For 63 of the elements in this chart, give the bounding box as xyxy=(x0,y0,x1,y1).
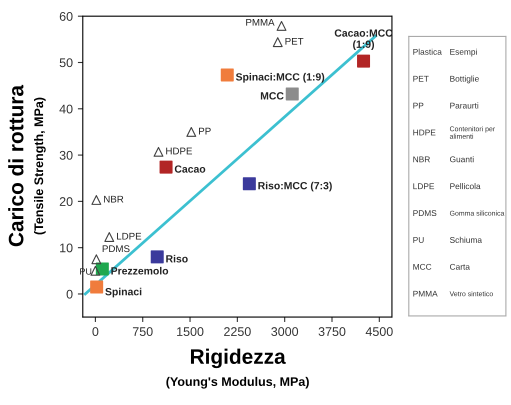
x-axis-title: Rigidezza (Young's Modulus, MPa) xyxy=(166,348,309,389)
annotation: MCC xyxy=(260,92,284,100)
point xyxy=(186,126,196,137)
text: LDPE xyxy=(413,183,434,190)
annotation: Riso:MCC (7:3) xyxy=(258,182,332,192)
point xyxy=(242,177,256,190)
annotation: PMMA xyxy=(246,18,275,26)
point xyxy=(160,160,173,174)
y-tick-label: 0 xyxy=(66,290,73,299)
y-tick-label: 40 xyxy=(59,104,73,114)
text: PET xyxy=(413,76,429,82)
text: Pellicola xyxy=(450,183,481,190)
annotation: Spinaci xyxy=(105,288,142,298)
annotation: PET xyxy=(285,38,304,45)
x-tick-label: 1500 xyxy=(177,327,204,336)
text: Carta xyxy=(450,264,470,270)
point xyxy=(96,262,109,276)
annotation: Prezzemolo xyxy=(111,266,168,275)
point xyxy=(91,254,102,264)
y-axis-title: Carico di rottura (Tensile Strength, MPa) xyxy=(8,84,46,246)
point xyxy=(150,250,164,264)
x-tick-label: 3750 xyxy=(318,327,346,336)
text: NBR xyxy=(413,156,430,162)
point xyxy=(286,87,299,100)
point xyxy=(90,280,104,294)
point xyxy=(357,54,370,68)
point xyxy=(272,37,283,48)
text: Guanti xyxy=(450,156,474,162)
point xyxy=(90,266,100,276)
x-tick-label: 4500 xyxy=(366,327,393,336)
point xyxy=(154,146,164,157)
point xyxy=(220,68,234,82)
annotation: LDPE xyxy=(117,232,142,240)
x-tick-label: 2250 xyxy=(224,327,251,336)
text: Bottiglie xyxy=(450,76,479,84)
text: PMMA xyxy=(413,290,438,297)
annotation: Riso xyxy=(166,254,188,263)
text: MCC xyxy=(413,264,432,270)
y-tick-label: 20 xyxy=(60,197,73,206)
annotation: Spinaci:MCC (1:9) xyxy=(236,72,324,83)
y-tick-label: 30 xyxy=(60,150,73,160)
text: Paraurti xyxy=(450,102,478,109)
text: Plastica xyxy=(413,48,442,55)
point xyxy=(104,232,114,242)
x-tick-label: 750 xyxy=(132,327,153,336)
y-tick-label: 10 xyxy=(60,243,73,252)
annotation: PP xyxy=(199,128,211,134)
annotation: NBR xyxy=(104,196,124,203)
x-tick-label: 0 xyxy=(92,327,98,336)
y-tick-label: 50 xyxy=(60,58,73,68)
x-tick-label: 3000 xyxy=(271,327,298,336)
text: Schiuma xyxy=(450,236,482,243)
text: PDMS xyxy=(413,210,436,216)
y-tick-label: 60 xyxy=(60,12,73,21)
point xyxy=(91,195,102,205)
text: PU xyxy=(413,237,424,243)
annotation: HDPE xyxy=(166,148,192,154)
annotation: PDMS xyxy=(102,245,130,252)
text: Esempi xyxy=(450,48,477,56)
text: PP xyxy=(413,102,424,108)
text: HDPE xyxy=(413,130,436,136)
annotation: Cacao xyxy=(174,165,206,173)
point xyxy=(276,20,286,31)
